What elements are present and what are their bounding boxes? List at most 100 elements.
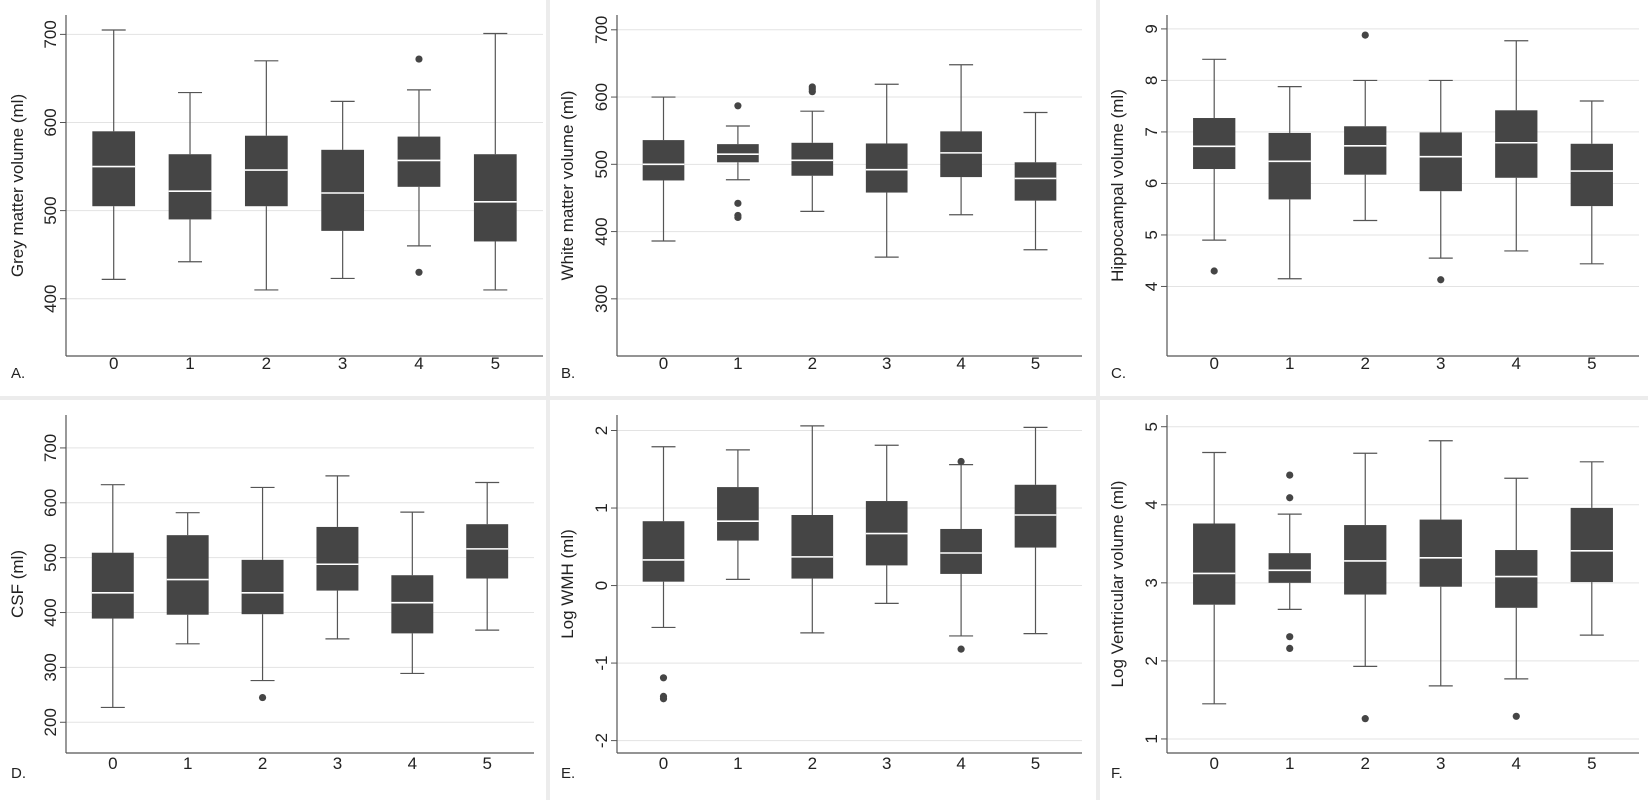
x-tick-label: 5 xyxy=(1031,354,1040,373)
box-group-5: 5 xyxy=(466,481,509,773)
outlier-point xyxy=(1286,644,1294,652)
y-tick-label: 600 xyxy=(41,108,60,136)
x-tick-label: 4 xyxy=(956,754,965,773)
x-tick-label: 5 xyxy=(1031,754,1040,773)
y-tick-label: 2 xyxy=(1142,656,1161,665)
box-group-5: 5 xyxy=(1014,426,1057,773)
x-tick-label: 1 xyxy=(185,354,194,373)
x-tick-label: 4 xyxy=(1512,754,1521,773)
box-group-0: 0 xyxy=(91,484,134,773)
y-tick-label: 200 xyxy=(41,708,60,736)
panel-label: A. xyxy=(11,365,25,382)
outlier-point xyxy=(659,695,668,703)
outlier-point xyxy=(1210,267,1218,275)
y-tick-label: 600 xyxy=(41,489,60,517)
x-tick-label: 2 xyxy=(1361,354,1370,373)
iqr-box xyxy=(1495,550,1538,608)
iqr-box xyxy=(241,559,284,615)
x-tick-label: 0 xyxy=(108,754,117,773)
box-group-1: 1 xyxy=(166,512,209,773)
outlier-point xyxy=(734,199,742,207)
x-tick-label: 2 xyxy=(808,754,817,773)
iqr-box xyxy=(166,535,209,615)
y-tick-label: 400 xyxy=(592,217,611,245)
box-group-0: 0 xyxy=(92,29,136,373)
x-tick-label: 3 xyxy=(338,354,347,373)
x-tick-label: 1 xyxy=(1285,754,1294,773)
x-tick-label: 1 xyxy=(183,754,192,773)
iqr-box xyxy=(244,135,288,207)
iqr-box xyxy=(1193,118,1236,170)
x-tick-label: 5 xyxy=(1587,354,1596,373)
y-tick-label: 9 xyxy=(1142,24,1161,33)
panel-label: C. xyxy=(1111,365,1126,382)
box-group-4: 4 xyxy=(1495,477,1538,773)
x-tick-label: 4 xyxy=(414,354,423,373)
y-tick-label: 4 xyxy=(1142,282,1161,291)
iqr-box xyxy=(1570,507,1613,583)
iqr-box xyxy=(791,515,834,579)
panel-a: 400 500 600 700 Grey matter volume (ml) A. 0 1 2… xyxy=(0,0,546,396)
box-group-5: 5 xyxy=(1570,461,1613,773)
x-tick-label: 0 xyxy=(1209,354,1218,373)
x-tick-label: 5 xyxy=(491,354,500,373)
box-group-3: 3 xyxy=(316,475,359,773)
y-tick-label: 500 xyxy=(41,196,60,224)
y-axis-label: White matter volume (ml) xyxy=(558,91,577,281)
box-group-3: 3 xyxy=(1419,440,1462,773)
outlier-point xyxy=(1512,712,1520,720)
box-group-2: 2 xyxy=(244,60,288,373)
box-group-3: 3 xyxy=(865,444,908,773)
box-group-4: 4 xyxy=(940,64,982,373)
x-tick-label: 2 xyxy=(1361,754,1370,773)
panel-f: 1 2 3 4 5 Log Ventricular volume (ml) F. 0 1 2 3 4 5 xyxy=(1100,400,1648,800)
panel-background xyxy=(1100,0,1648,396)
x-tick-label: 3 xyxy=(882,754,891,773)
box-group-2: 2 xyxy=(241,486,284,773)
y-tick-label: 2 xyxy=(592,426,611,435)
iqr-box xyxy=(316,526,359,591)
box-group-0: 0 xyxy=(642,446,685,773)
iqr-box xyxy=(717,487,759,541)
x-tick-label: 0 xyxy=(659,354,668,373)
iqr-box xyxy=(92,131,136,207)
box-group-3: 3 xyxy=(321,100,365,373)
iqr-box xyxy=(1268,132,1311,200)
outlier-point xyxy=(1286,471,1294,479)
y-tick-label: 300 xyxy=(592,285,611,313)
x-tick-label: 3 xyxy=(1436,754,1445,773)
box-group-4: 4 xyxy=(940,457,982,773)
outlier-point xyxy=(808,88,816,96)
outlier-point xyxy=(415,268,423,276)
x-tick-label: 4 xyxy=(1512,354,1521,373)
iqr-box xyxy=(642,140,685,181)
iqr-box xyxy=(473,154,517,242)
outlier-point xyxy=(957,645,965,653)
y-axis-label: Hippocampal volume (ml) xyxy=(1108,89,1127,282)
y-tick-label: 4 xyxy=(1142,500,1161,509)
y-tick-label: 500 xyxy=(41,543,60,571)
y-axis-label: CSF (ml) xyxy=(8,550,27,618)
y-tick-label: 700 xyxy=(41,20,60,48)
iqr-box xyxy=(321,149,365,231)
iqr-box xyxy=(1014,162,1057,201)
iqr-box xyxy=(865,143,908,193)
y-tick-label: 1 xyxy=(1142,734,1161,743)
y-tick-label: 0 xyxy=(592,581,611,590)
panel-label: D. xyxy=(11,765,26,782)
outlier-point xyxy=(1361,31,1369,39)
x-tick-label: 0 xyxy=(109,354,118,373)
x-tick-label: 5 xyxy=(1587,754,1596,773)
y-tick-label: 5 xyxy=(1142,230,1161,239)
iqr-box xyxy=(1344,525,1387,595)
panel-label: B. xyxy=(561,365,575,382)
outlier-point xyxy=(1361,715,1369,723)
y-tick-label: 1 xyxy=(592,503,611,512)
x-tick-label: 0 xyxy=(659,754,668,773)
y-tick-label: 6 xyxy=(1142,179,1161,188)
box-group-4: 4 xyxy=(397,55,441,373)
box-group-0: 0 xyxy=(1193,58,1236,373)
y-tick-label: 500 xyxy=(592,150,611,178)
x-tick-label: 1 xyxy=(733,354,742,373)
x-tick-label: 1 xyxy=(1285,354,1294,373)
